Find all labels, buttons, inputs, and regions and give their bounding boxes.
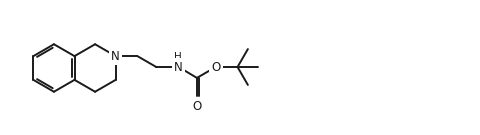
Text: O: O bbox=[192, 100, 202, 113]
Text: H: H bbox=[174, 52, 182, 62]
Text: O: O bbox=[211, 60, 220, 73]
Text: N: N bbox=[111, 50, 120, 63]
Text: N: N bbox=[174, 60, 182, 73]
